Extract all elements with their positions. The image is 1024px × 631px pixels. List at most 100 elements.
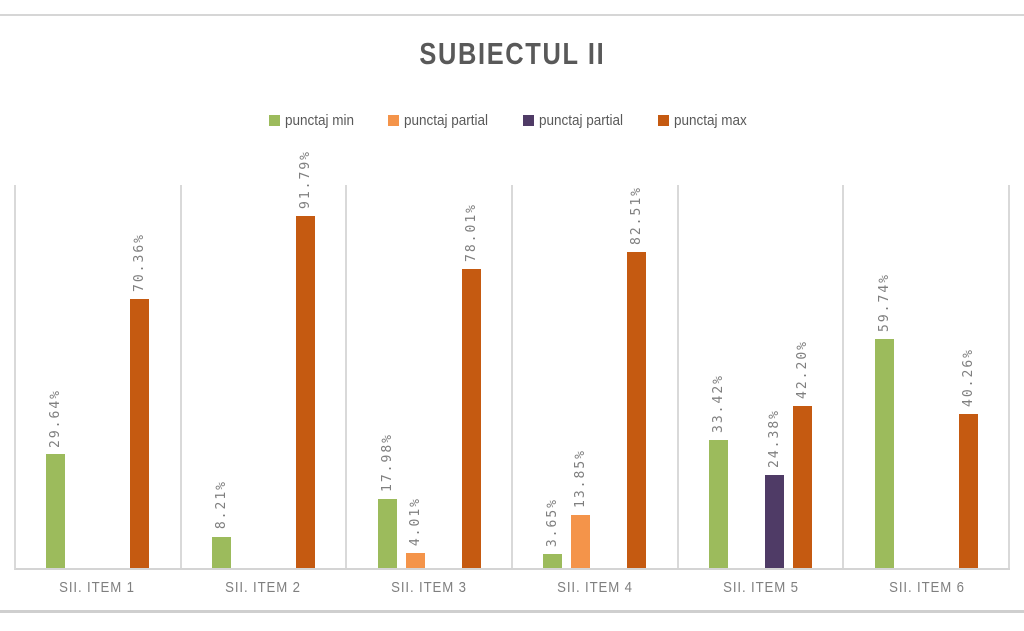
bar-value-label: 3.65% bbox=[545, 497, 561, 548]
category-label: SII. ITEM 1 bbox=[14, 579, 180, 596]
legend-label-text: punctaj partial bbox=[538, 112, 623, 129]
series-slot: 78.01% bbox=[461, 185, 481, 568]
series-slot: 13.85% bbox=[571, 185, 591, 568]
bar bbox=[130, 298, 150, 568]
legend-label: punctaj min bbox=[285, 112, 362, 129]
legend-label-text: punctaj partial bbox=[403, 112, 488, 129]
bar bbox=[709, 440, 729, 568]
bar bbox=[543, 554, 563, 568]
legend-item: punctaj max bbox=[658, 112, 755, 129]
bar-value-label: 40.26% bbox=[960, 347, 976, 407]
category-panel: 17.98% 4.01% 78.01% bbox=[347, 185, 514, 568]
bar-value-label: 82.51% bbox=[629, 186, 645, 245]
legend-item: punctaj min bbox=[268, 112, 362, 129]
series-slot: 59.74% bbox=[874, 185, 894, 568]
bar bbox=[765, 474, 785, 568]
bar-group: 8.21% 91.79% bbox=[182, 150, 346, 568]
bar-value-label: 42.20% bbox=[795, 340, 811, 400]
series-slot: 8.21% bbox=[212, 185, 231, 568]
legend-item: punctaj partial bbox=[522, 112, 632, 129]
bar-value-label: 8.21% bbox=[214, 480, 229, 530]
legend-label: punctaj max bbox=[674, 112, 755, 129]
bar-group: 29.64% 70.36% bbox=[16, 185, 180, 568]
bar bbox=[627, 252, 647, 568]
series-slot bbox=[74, 185, 93, 568]
series-slot bbox=[102, 185, 121, 568]
bar-group: 33.42% 24.38% 42.20% bbox=[679, 185, 843, 568]
series-slot: 4.01% bbox=[405, 185, 425, 568]
legend-swatch bbox=[387, 115, 399, 126]
bar-value-label: 91.79% bbox=[298, 150, 313, 210]
category-label: SII. ITEM 3 bbox=[346, 579, 512, 596]
legend-swatch bbox=[268, 115, 280, 126]
category-panel: 3.65% 13.85% 82.51% bbox=[513, 185, 679, 568]
bar-value-label: 70.36% bbox=[132, 232, 148, 292]
chart-title: SUBIECTUL II bbox=[0, 36, 1024, 72]
category-label-text: SII. ITEM 5 bbox=[723, 579, 799, 596]
category-panel: 33.42% 24.38% 42.20% bbox=[679, 185, 845, 568]
bar-value-label: 24.38% bbox=[767, 408, 783, 468]
bar-value-label: 13.85% bbox=[573, 449, 589, 508]
bar-value-label: 4.01% bbox=[407, 496, 423, 546]
legend-swatch bbox=[658, 115, 670, 126]
category-label: SII. ITEM 6 bbox=[844, 579, 1010, 596]
category-panel: 8.21% 91.79% bbox=[182, 150, 348, 568]
bar bbox=[461, 269, 481, 568]
legend-swatch bbox=[522, 115, 534, 126]
series-slot bbox=[434, 185, 453, 568]
series-slot bbox=[931, 185, 950, 568]
category-label: SII. ITEM 4 bbox=[512, 579, 678, 596]
category-label: SII. ITEM 5 bbox=[678, 579, 844, 596]
series-slot: 3.65% bbox=[543, 185, 563, 568]
category-label-text: SII. ITEM 4 bbox=[557, 579, 633, 596]
series-slot bbox=[737, 185, 756, 568]
category-label-text: SII. ITEM 3 bbox=[391, 579, 467, 596]
series-slot bbox=[268, 185, 287, 568]
plot-area: 29.64% 70.36% 8.21% 91.79% 17.98% 4.01% 78.01%… bbox=[14, 150, 1011, 570]
series-slot: 17.98% bbox=[377, 185, 397, 568]
series-slot: 33.42% bbox=[709, 185, 729, 568]
category-label-text: SII. ITEM 6 bbox=[889, 579, 965, 596]
series-slot bbox=[903, 185, 922, 568]
legend-label: punctaj partial bbox=[404, 112, 497, 129]
bar-value-label: 17.98% bbox=[379, 433, 395, 493]
category-label: SII. ITEM 2 bbox=[180, 579, 346, 596]
category-label-text: SII. ITEM 2 bbox=[225, 579, 301, 596]
bar-group: 3.65% 13.85% 82.51% bbox=[513, 185, 677, 568]
bar-value-label: 78.01% bbox=[463, 203, 479, 263]
legend-label-text: punctaj max bbox=[674, 112, 748, 129]
chart-legend: punctaj min punctaj partial punctaj partia… bbox=[0, 112, 1024, 129]
page-top-edge bbox=[0, 14, 1024, 16]
bar-value-label: 59.74% bbox=[876, 273, 892, 333]
series-slot: 24.38% bbox=[765, 185, 785, 568]
bar-group: 59.74% 40.26% bbox=[844, 185, 1008, 568]
series-slot bbox=[240, 185, 259, 568]
page-bottom-edge bbox=[0, 610, 1024, 613]
legend-label-text: punctaj min bbox=[284, 112, 354, 129]
bar bbox=[405, 552, 425, 568]
category-label-text: SII. ITEM 1 bbox=[59, 579, 135, 596]
category-panel: 29.64% 70.36% bbox=[16, 185, 182, 568]
bar bbox=[377, 499, 397, 568]
bar bbox=[958, 413, 978, 568]
series-slot: 42.20% bbox=[793, 185, 813, 568]
series-slot bbox=[599, 185, 618, 568]
series-slot: 91.79% bbox=[296, 150, 315, 568]
legend-label: punctaj partial bbox=[539, 112, 632, 129]
bar bbox=[571, 514, 591, 568]
bar bbox=[793, 406, 813, 568]
series-slot: 40.26% bbox=[958, 185, 978, 568]
bar-value-label: 29.64% bbox=[48, 388, 64, 448]
bar-group: 17.98% 4.01% 78.01% bbox=[347, 185, 511, 568]
chart-title-text: SUBIECTUL II bbox=[419, 36, 605, 71]
series-slot: 82.51% bbox=[627, 185, 647, 568]
bar bbox=[874, 339, 894, 568]
bar bbox=[46, 454, 66, 568]
legend-item: punctaj partial bbox=[387, 112, 497, 129]
category-panel: 59.74% 40.26% bbox=[844, 185, 1011, 568]
x-axis-labels: SII. ITEM 1 SII. ITEM 2 SII. ITEM 3 SII. IT… bbox=[14, 579, 1010, 596]
bar bbox=[296, 216, 315, 568]
bar bbox=[212, 536, 231, 568]
bar-value-label: 33.42% bbox=[711, 374, 727, 434]
